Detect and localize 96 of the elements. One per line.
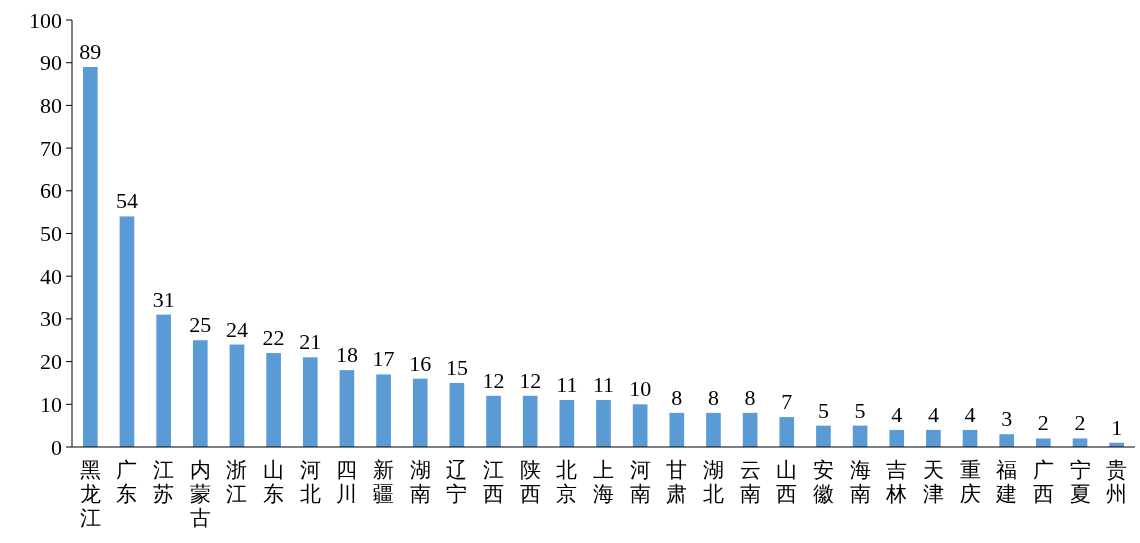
- x-tick-label: 甘肃: [666, 458, 688, 506]
- x-tick-label: 四川: [336, 458, 358, 506]
- bar: [302, 357, 318, 447]
- data-label: 89: [79, 38, 102, 64]
- x-tick-label: 湖南: [409, 458, 431, 506]
- bar: [449, 382, 465, 447]
- x-tick-label: 辽宁: [446, 458, 468, 506]
- x-tick-label: 内蒙古: [189, 458, 211, 530]
- data-label: 7: [781, 389, 793, 415]
- data-label: 8: [671, 384, 683, 410]
- x-tick-label: 安徽: [812, 458, 834, 506]
- bar: [742, 412, 758, 447]
- x-tick-label: 海南: [849, 458, 871, 506]
- data-label: 2: [1074, 410, 1086, 436]
- x-tick-label: 广东: [116, 458, 138, 506]
- data-label: 1: [1111, 414, 1123, 440]
- x-tick-label: 吉林: [885, 458, 908, 506]
- data-label: 5: [817, 397, 829, 423]
- x-tick-label: 重庆: [959, 458, 981, 506]
- x-tick-label: 江西: [483, 458, 505, 506]
- bar: [1036, 438, 1051, 447]
- data-label: 4: [891, 401, 903, 427]
- y-tick-label: 30: [40, 306, 62, 332]
- bar: [779, 417, 795, 447]
- data-label: 54: [115, 188, 138, 214]
- bar: [559, 400, 575, 447]
- data-label: 3: [1001, 406, 1013, 432]
- data-label: 2: [1037, 410, 1049, 436]
- y-tick-label: 60: [40, 178, 62, 204]
- bar: [632, 404, 648, 447]
- y-tick-label: 0: [51, 434, 62, 460]
- bar: [486, 395, 501, 447]
- x-tick-label: 山东: [263, 458, 285, 506]
- data-label: 31: [152, 286, 175, 312]
- y-tick-label: 70: [40, 135, 62, 161]
- bar: [266, 353, 281, 447]
- x-tick-label: 湖北: [702, 458, 724, 506]
- x-tick-label: 广西: [1032, 458, 1054, 506]
- y-tick-label: 10: [40, 391, 62, 417]
- data-label: 4: [927, 401, 939, 427]
- bar: [156, 314, 171, 447]
- x-tick-label: 黑龙江: [79, 458, 101, 530]
- x-tick-label: 贵州: [1106, 458, 1128, 506]
- bar: [889, 429, 905, 447]
- data-label: 24: [225, 316, 248, 342]
- bar: [596, 400, 611, 447]
- bar: [229, 344, 245, 447]
- y-tick-label: 20: [40, 349, 62, 375]
- data-label: 5: [854, 397, 866, 423]
- data-label: 8: [707, 384, 719, 410]
- bar: [816, 425, 831, 447]
- data-label: 8: [744, 384, 756, 410]
- bar: [412, 378, 428, 447]
- x-tick-label: 福建: [995, 458, 1018, 506]
- y-tick-label: 50: [40, 221, 62, 246]
- x-tick-label: 北京: [556, 458, 578, 506]
- data-label: 17: [372, 346, 395, 372]
- bar: [339, 370, 355, 447]
- bar: [119, 216, 135, 447]
- x-tick-label: 宁夏: [1069, 458, 1091, 506]
- bar: [522, 395, 538, 447]
- x-tick-label: 上海: [593, 458, 614, 506]
- bar: [376, 374, 391, 447]
- y-tick-label: 80: [40, 92, 62, 118]
- y-tick-label: 40: [40, 263, 62, 289]
- bar: [83, 66, 98, 447]
- x-tick-label: 陕西: [519, 458, 541, 506]
- x-tick-label: 山西: [776, 458, 798, 506]
- y-tick-label: 90: [40, 50, 62, 76]
- data-label: 11: [556, 372, 578, 398]
- bar: [962, 429, 978, 447]
- data-label: 11: [592, 372, 615, 398]
- bar: [706, 412, 721, 447]
- x-tick-label: 浙江: [226, 458, 248, 506]
- bar: [1072, 438, 1088, 447]
- data-label: 4: [964, 401, 976, 427]
- data-label: 16: [409, 350, 432, 376]
- data-label: 10: [629, 376, 652, 402]
- bar: [192, 340, 208, 447]
- x-tick-label: 江苏: [153, 458, 175, 506]
- x-tick-label: 云南: [739, 458, 761, 506]
- bar: [669, 412, 685, 447]
- data-label: 12: [482, 367, 505, 393]
- bar: [999, 434, 1015, 447]
- data-label: 22: [262, 325, 285, 351]
- data-label: 12: [519, 367, 542, 393]
- data-label: 21: [299, 329, 322, 355]
- data-label: 15: [445, 354, 468, 380]
- y-tick-label: 100: [29, 7, 62, 33]
- x-tick-label: 天津: [922, 458, 944, 506]
- x-tick-label: 河北: [299, 458, 321, 506]
- data-label: 18: [335, 342, 358, 368]
- x-tick-label: 新疆: [373, 458, 395, 506]
- data-label: 25: [189, 312, 212, 338]
- bar: [926, 429, 941, 447]
- x-tick-label: 河南: [629, 458, 651, 506]
